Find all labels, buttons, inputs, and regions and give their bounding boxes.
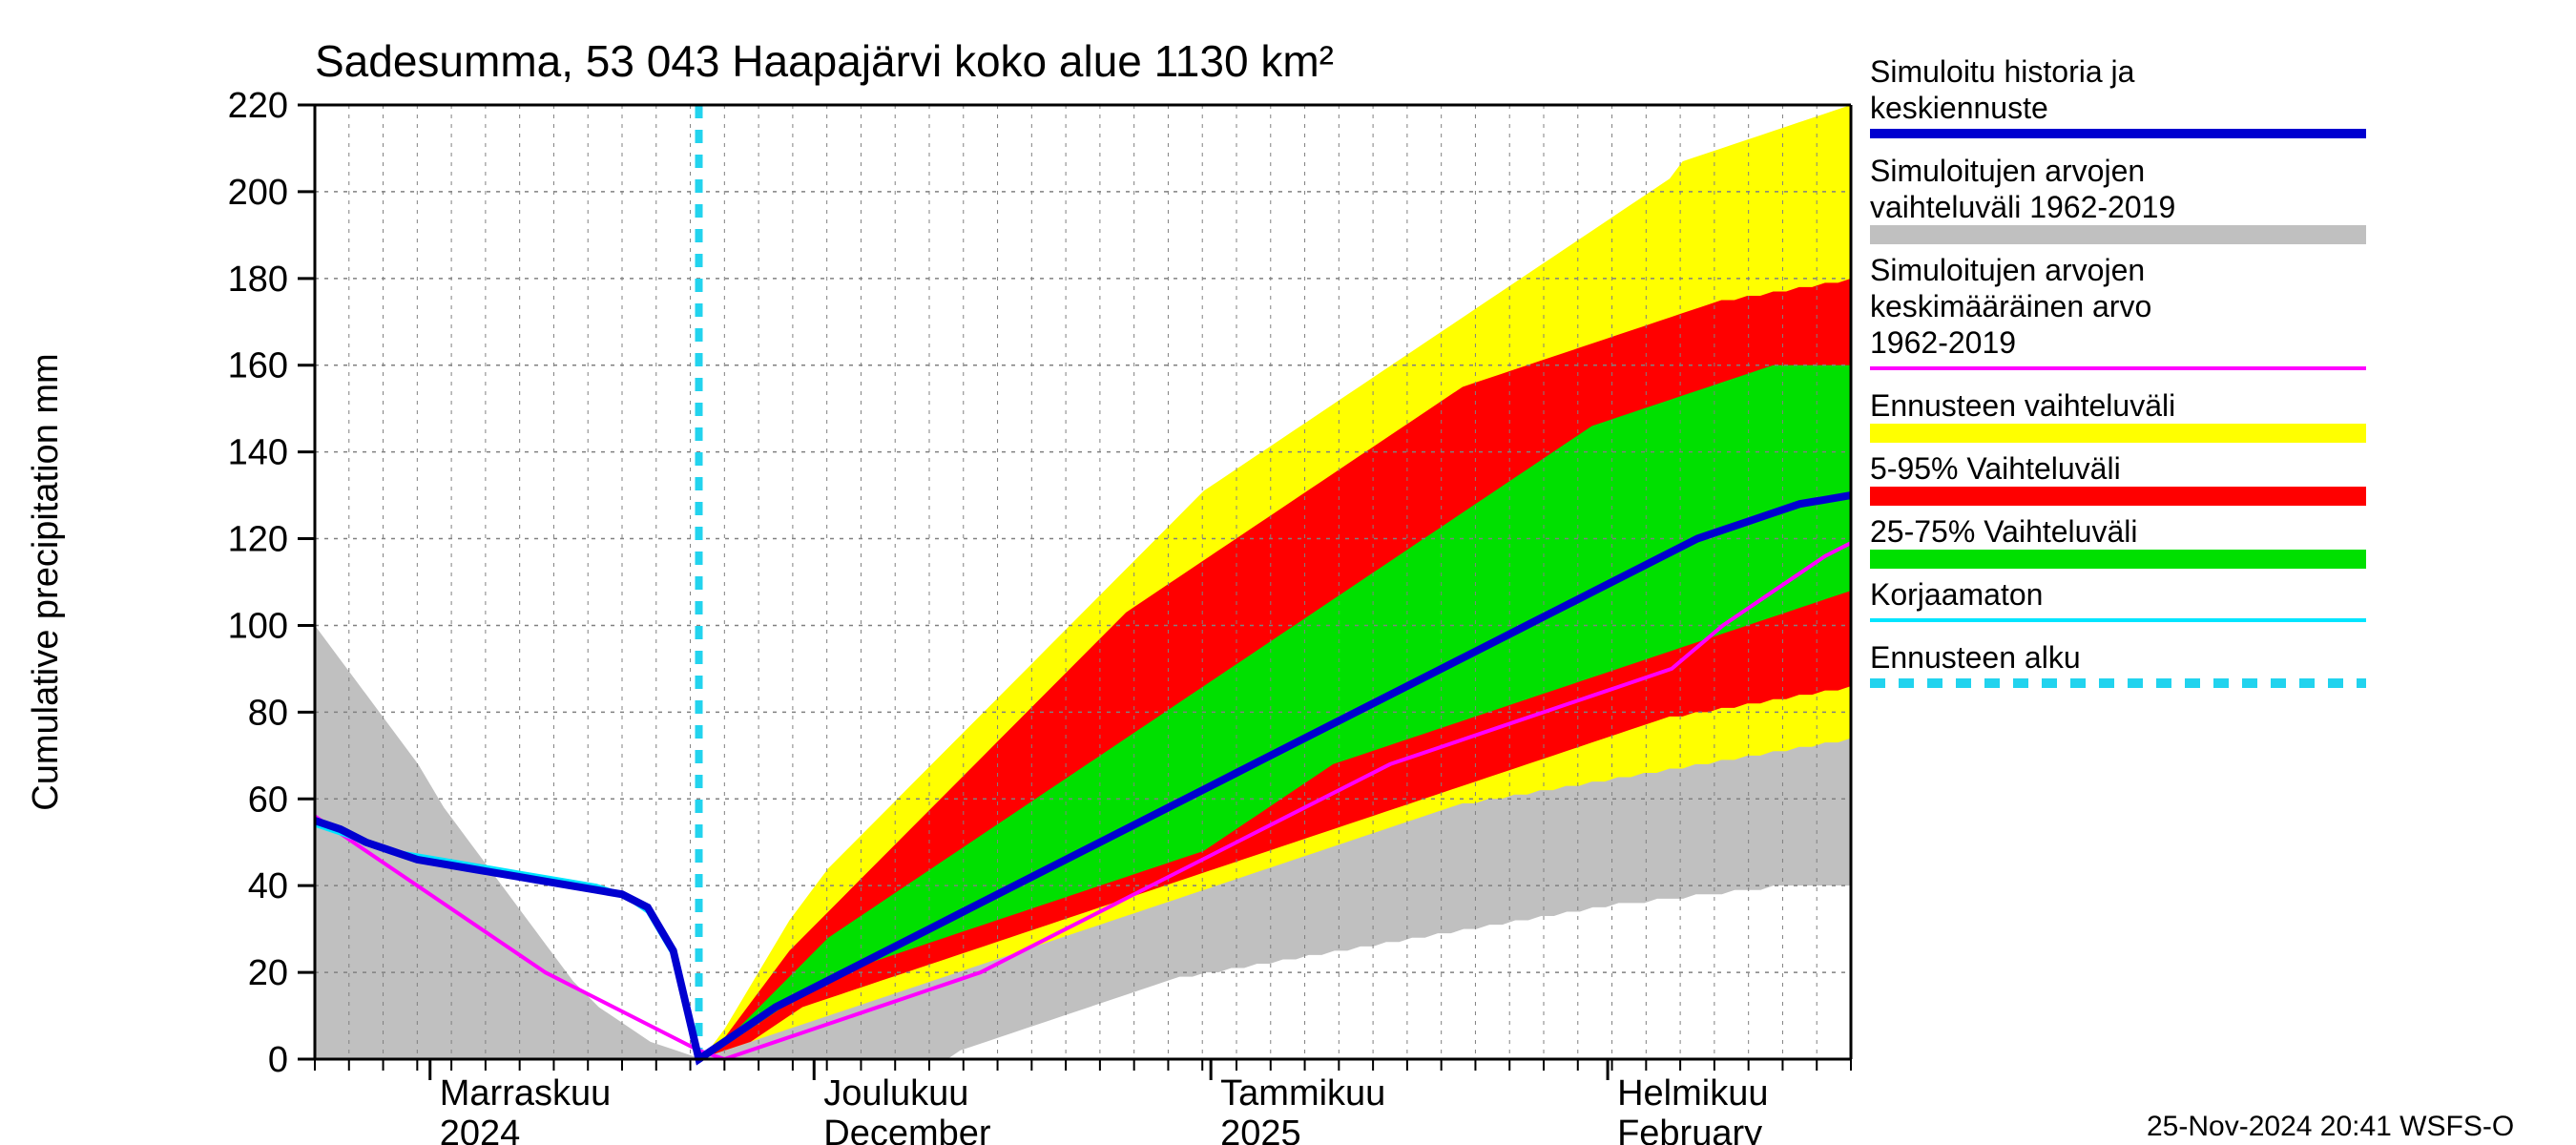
legend-label: Ennusteen vaihteluväli (1870, 388, 2175, 423)
chart-svg: Sadesumma, 53 043 Haapajärvi koko alue 1… (0, 0, 2576, 1145)
x-tick-label: Joulukuu (823, 1073, 968, 1114)
y-tick-label: 100 (228, 606, 288, 646)
y-tick-label: 160 (228, 346, 288, 386)
legend-swatch (1870, 487, 2366, 506)
legend-label: keskimääräinen arvo (1870, 289, 2151, 323)
y-tick-label: 60 (248, 780, 288, 820)
legend-label: Simuloitujen arvojen (1870, 154, 2145, 188)
y-tick-label: 200 (228, 173, 288, 213)
x-tick-label: 2025 (1220, 1114, 1301, 1145)
legend-label: 25-75% Vaihteluväli (1870, 514, 2137, 549)
legend-label: 1962-2019 (1870, 325, 2016, 360)
x-tick-label: December (823, 1114, 991, 1145)
legend-swatch (1870, 550, 2366, 569)
legend-swatch (1870, 424, 2366, 443)
legend-label: keskiennuste (1870, 91, 2048, 125)
legend-label: Simuloitujen arvojen (1870, 253, 2145, 287)
x-tick-label: Marraskuu (440, 1073, 612, 1114)
legend-label: Ennusteen alku (1870, 640, 2081, 675)
y-axis-label: Cumulative precipitation mm (26, 353, 66, 810)
y-tick-label: 40 (248, 866, 288, 906)
precipitation-chart: Sadesumma, 53 043 Haapajärvi koko alue 1… (0, 0, 2576, 1145)
x-tick-label: February (1617, 1114, 1762, 1145)
chart-footer: 25-Nov-2024 20:41 WSFS-O (2147, 1111, 2514, 1142)
y-tick-label: 0 (268, 1040, 288, 1080)
legend: Simuloitu historia jakeskiennuste Simuloi… (1870, 54, 2366, 683)
y-tick-label: 120 (228, 520, 288, 560)
y-tick-label: 140 (228, 433, 288, 473)
x-tick-label: Tammikuu (1220, 1073, 1385, 1114)
y-tick-label: 180 (228, 260, 288, 300)
x-tick-label: 2024 (440, 1114, 521, 1145)
y-tick-label: 80 (248, 693, 288, 733)
y-tick-label: 20 (248, 953, 288, 993)
legend-label: Simuloitu historia ja (1870, 54, 2135, 89)
legend-label: vaihteluväli 1962-2019 (1870, 190, 2175, 224)
y-tick-label: 220 (228, 86, 288, 126)
chart-title: Sadesumma, 53 043 Haapajärvi koko alue 1… (315, 36, 1334, 86)
legend-swatch (1870, 225, 2366, 244)
x-tick-label: Helmikuu (1617, 1073, 1768, 1114)
legend-label: 5-95% Vaihteluväli (1870, 451, 2121, 486)
legend-label: Korjaamaton (1870, 577, 2043, 612)
